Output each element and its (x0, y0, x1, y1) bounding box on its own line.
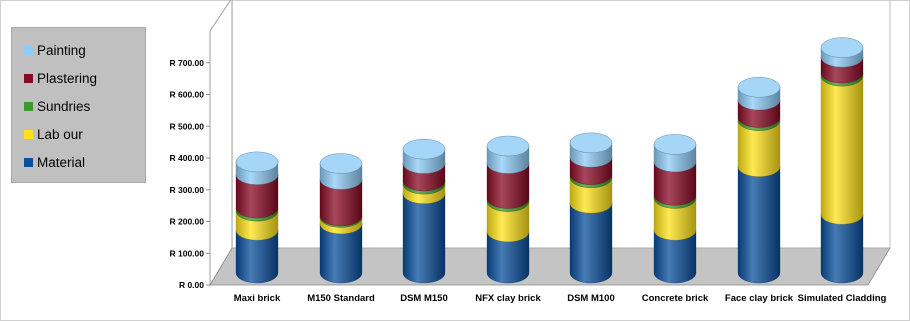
y-tick-label: R 0.00 (179, 280, 204, 290)
bar-top-cap (654, 134, 696, 154)
bar-top-cap (821, 38, 863, 58)
y-tick-label: R 500.00 (170, 121, 205, 131)
y-tick-label: R 400.00 (170, 153, 205, 163)
bar-top-cap (738, 77, 780, 97)
x-tick-label: Face clay brick (725, 293, 794, 304)
bar-group (320, 153, 362, 283)
bar-top-cap (570, 133, 612, 153)
bar-segment-lab-our (821, 76, 863, 224)
bar-group (654, 134, 696, 283)
bar-top-cap (403, 139, 445, 159)
y-tick-label: R 200.00 (170, 217, 205, 227)
x-tick-label: NFX clay brick (475, 293, 541, 304)
bar-group (487, 136, 529, 283)
x-tick-label: DSM M150 (400, 293, 448, 304)
chart-floor (210, 248, 890, 285)
bar-group (570, 133, 612, 283)
side-wall (210, 0, 232, 285)
bar-group (403, 139, 445, 283)
x-tick-label: Maxi brick (234, 293, 281, 304)
bar-top-cap (320, 153, 362, 173)
y-tick-label: R 600.00 (170, 90, 205, 100)
bar-segment-material (738, 167, 780, 283)
bar-segment-material (403, 194, 445, 283)
x-tick-label: DSM M100 (567, 293, 615, 304)
bar-top-cap (236, 152, 278, 172)
bar-group (821, 38, 863, 283)
y-tick-label: R 700.00 (170, 58, 205, 68)
bar-top-cap (487, 136, 529, 156)
bar-segment-material (570, 203, 612, 283)
bar-group (236, 152, 278, 283)
bar-segment-material (821, 214, 863, 283)
bar-group (738, 77, 780, 283)
y-tick-label: R 100.00 (170, 248, 205, 258)
x-tick-label: Concrete brick (642, 293, 709, 304)
x-tick-label: Simulated Cladding (798, 293, 887, 304)
x-tick-label: M150 Standard (307, 293, 375, 304)
y-tick-label: R 300.00 (170, 185, 205, 195)
